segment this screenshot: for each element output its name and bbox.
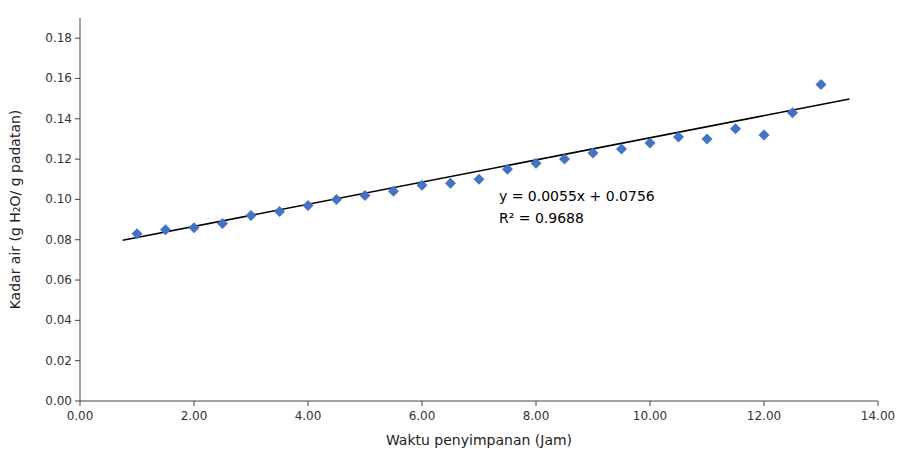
point: [360, 190, 371, 201]
point: [816, 79, 827, 90]
x-tick: [764, 401, 765, 406]
point: [559, 154, 570, 165]
point: [417, 180, 428, 191]
x-axis-line: [80, 401, 878, 402]
y-tick-label: 0.08: [45, 233, 72, 247]
point: [645, 137, 656, 148]
plot-area: [123, 79, 850, 240]
point: [246, 210, 257, 221]
x-axis-label: Waktu penyimpanan (Jam): [386, 432, 572, 448]
point: [759, 129, 770, 140]
point: [787, 107, 798, 118]
x-tick: [878, 401, 879, 406]
annotation: y = 0.0055x + 0.0756 R² = 0.9688: [499, 188, 655, 226]
point: [217, 218, 228, 229]
chart: 0.00 2.00 4.00 6.00 8.00 10.00 12.00 14.00 0.00 0…: [0, 0, 902, 459]
y-tick: [75, 118, 80, 119]
point: [502, 164, 513, 175]
x-tick-label: 12.00: [747, 409, 781, 423]
y-tick: [75, 280, 80, 281]
point: [189, 222, 200, 233]
annotation-text: y = 0.0055x + 0.0756: [499, 188, 655, 204]
x-tick-label: 2.00: [181, 409, 208, 423]
point: [702, 133, 713, 144]
point: [388, 186, 399, 197]
y-tick: [75, 199, 80, 200]
point: [445, 178, 456, 189]
x-tick: [194, 401, 195, 406]
y-tick-label: 0.16: [45, 71, 72, 85]
point: [588, 148, 599, 159]
x-tick: [422, 401, 423, 406]
x-tick-label: 10.00: [633, 409, 667, 423]
point: [274, 206, 285, 217]
y-tick: [75, 239, 80, 240]
annotation-text: R² = 0.9688: [499, 210, 584, 226]
y-axis-label: Kadar air (g H₂O/ g padatan): [7, 110, 23, 310]
trend-line: [123, 99, 850, 240]
y-tick-label: 0.00: [45, 394, 72, 408]
y-tick: [75, 159, 80, 160]
y-tick-label: 0.18: [45, 31, 72, 45]
y-tick: [75, 320, 80, 321]
y-axis-line: [80, 18, 81, 401]
x-tick-label: 14.00: [861, 409, 895, 423]
x-tick: [650, 401, 651, 406]
point: [474, 174, 485, 185]
y-tick: [75, 360, 80, 361]
x-tick-label: 6.00: [409, 409, 436, 423]
y-tick-label: 0.04: [45, 313, 72, 327]
axes: 0.00 2.00 4.00 6.00 8.00 10.00 12.00 14.00 0.00 0…: [45, 18, 895, 423]
point: [132, 228, 143, 239]
x-tick: [80, 401, 81, 406]
y-tick-label: 0.06: [45, 273, 72, 287]
y-tick-label: 0.02: [45, 354, 72, 368]
x-tick: [308, 401, 309, 406]
point: [160, 224, 171, 235]
point: [673, 131, 684, 142]
y-tick: [75, 401, 80, 402]
point: [730, 123, 741, 134]
point: [531, 158, 542, 169]
x-tick-label: 4.00: [295, 409, 322, 423]
y-tick: [75, 78, 80, 79]
point: [331, 194, 342, 205]
y-tick-label: 0.12: [45, 152, 72, 166]
y-tick: [75, 38, 80, 39]
point: [303, 200, 314, 211]
x-tick-label: 0.00: [67, 409, 94, 423]
x-tick: [536, 401, 537, 406]
y-tick-label: 0.10: [45, 192, 72, 206]
y-tick-label: 0.14: [45, 112, 72, 126]
x-tick-label: 8.00: [523, 409, 550, 423]
point: [616, 144, 627, 155]
